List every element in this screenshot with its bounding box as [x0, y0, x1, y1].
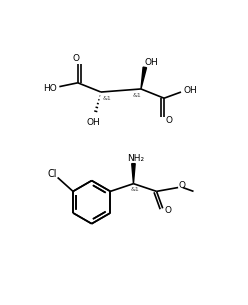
- Polygon shape: [141, 67, 147, 89]
- Text: OH: OH: [144, 58, 158, 66]
- Text: O: O: [73, 54, 80, 63]
- Text: O: O: [165, 206, 172, 215]
- Text: NH₂: NH₂: [127, 154, 144, 163]
- Text: &1: &1: [103, 96, 111, 102]
- Text: &1: &1: [133, 93, 142, 99]
- Text: OH: OH: [183, 86, 197, 95]
- Text: HO: HO: [43, 84, 57, 93]
- Polygon shape: [132, 164, 135, 184]
- Text: &1: &1: [131, 187, 139, 192]
- Text: OH: OH: [86, 117, 100, 127]
- Text: Cl: Cl: [47, 169, 57, 179]
- Text: O: O: [166, 116, 173, 125]
- Text: O: O: [179, 181, 186, 190]
